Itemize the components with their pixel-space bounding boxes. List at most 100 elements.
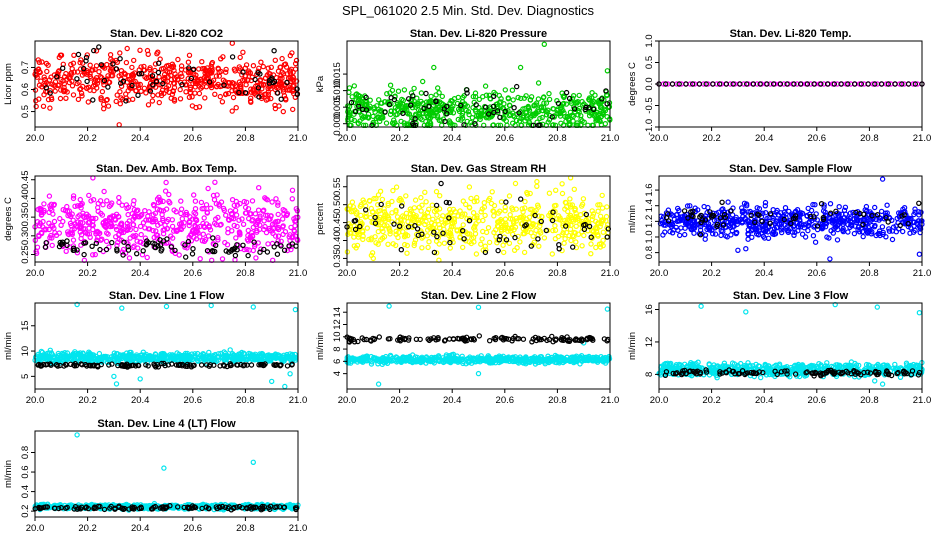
- data-point-main: [221, 207, 227, 213]
- data-point-main: [440, 101, 446, 107]
- data-point-main: [431, 112, 437, 119]
- data-point-main: [402, 241, 408, 248]
- data-point-overlay: [378, 201, 384, 208]
- data-point-overlay: [460, 227, 466, 234]
- data-point-main: [393, 231, 399, 237]
- data-point-overlay: [433, 98, 439, 105]
- data-point-overlay: [767, 220, 773, 226]
- data-point-main: [604, 204, 610, 210]
- data-point-main: [515, 94, 521, 101]
- data-point-overlay: [157, 237, 163, 243]
- panel-title: Stan. Dev. Sample Flow: [729, 163, 852, 175]
- data-point-main: [367, 198, 373, 204]
- data-point-main: [294, 208, 301, 214]
- data-point-overlay: [74, 76, 80, 82]
- data-point-main: [45, 354, 52, 360]
- data-point-main: [72, 350, 78, 357]
- data-point-overlay: [144, 238, 150, 244]
- data-point-main: [478, 209, 484, 215]
- data-point-main: [84, 52, 91, 58]
- data-point-overlay: [885, 81, 892, 87]
- data-point-main: [186, 219, 193, 226]
- data-point-main: [43, 226, 49, 232]
- data-point-main: [208, 61, 215, 67]
- data-point-main: [822, 209, 828, 215]
- data-point-overlay: [442, 118, 448, 125]
- data-point-main: [165, 83, 172, 89]
- data-point-main: [234, 202, 241, 208]
- data-point-main: [188, 231, 195, 237]
- data-point-main: [600, 242, 606, 249]
- data-point-main: [387, 82, 394, 88]
- data-point-main: [418, 194, 424, 201]
- data-point-main: [595, 202, 601, 208]
- data-point-main: [391, 108, 398, 114]
- data-point-main: [419, 357, 425, 363]
- data-point-main: [770, 217, 776, 224]
- data-point-main: [462, 211, 468, 217]
- data-point-main: [472, 107, 479, 113]
- data-point-main: [674, 218, 681, 224]
- data-point-main: [223, 66, 229, 73]
- data-point-overlay: [259, 361, 265, 368]
- data-point-overlay: [255, 85, 262, 91]
- y-axis-label: Licor ppm: [3, 63, 14, 105]
- data-point-main: [263, 212, 269, 219]
- data-point-main: [74, 301, 80, 308]
- data-point-main: [390, 241, 396, 247]
- data-point-main: [532, 356, 538, 363]
- data-point-main: [201, 74, 207, 81]
- data-point-overlay: [683, 81, 689, 87]
- data-point-main: [272, 233, 279, 239]
- data-point-overlay: [426, 103, 432, 110]
- data-point-main: [358, 219, 364, 225]
- data-point-main: [547, 210, 554, 216]
- data-point-main: [80, 353, 86, 360]
- data-point-main: [244, 236, 251, 243]
- data-point-main: [137, 223, 144, 230]
- data-point-main: [147, 353, 153, 359]
- data-point-main: [36, 233, 42, 240]
- data-point-main: [47, 205, 54, 212]
- data-point-main: [205, 185, 211, 192]
- data-point-overlay: [744, 81, 750, 87]
- data-point-overlay: [132, 363, 139, 369]
- data-point-overlay: [113, 66, 120, 72]
- data-point-main: [287, 371, 293, 377]
- data-point-main: [262, 75, 269, 82]
- data-point-main: [289, 351, 296, 358]
- data-point-main: [422, 212, 428, 218]
- data-point-main: [762, 199, 769, 206]
- data-point-overlay: [752, 219, 758, 225]
- data-point-main: [40, 103, 47, 110]
- y-tick-label: 0.005: [332, 95, 343, 119]
- data-point-main: [457, 356, 463, 362]
- data-point-main: [158, 66, 165, 72]
- data-point-main: [460, 244, 466, 251]
- data-point-main: [532, 222, 539, 228]
- data-point-main: [258, 246, 264, 252]
- data-point-main: [237, 66, 243, 72]
- data-point-main: [880, 231, 886, 238]
- data-point-main: [78, 231, 85, 238]
- data-point-main: [163, 206, 170, 212]
- data-point-main: [58, 222, 64, 228]
- data-point-main: [237, 84, 243, 90]
- data-point-main: [578, 211, 584, 218]
- data-point-main: [237, 231, 243, 238]
- data-point-main: [153, 228, 159, 234]
- data-point-overlay: [125, 243, 131, 250]
- data-point-main: [455, 213, 461, 219]
- data-point-main: [179, 73, 185, 80]
- data-point-overlay: [274, 251, 281, 257]
- data-point-main: [447, 245, 453, 251]
- data-point-main: [145, 226, 152, 232]
- data-point-main: [840, 226, 846, 232]
- data-point-main: [203, 221, 210, 227]
- data-point-main: [275, 238, 281, 244]
- data-point-main: [897, 213, 903, 219]
- data-point-main: [138, 88, 144, 95]
- data-point-main: [51, 202, 57, 208]
- data-point-main: [448, 106, 455, 113]
- panel-stan-dev-amb-box-temp: Stan. Dev. Amb. Box Temp.20.0 20.2 20.4 20.…: [3, 163, 307, 279]
